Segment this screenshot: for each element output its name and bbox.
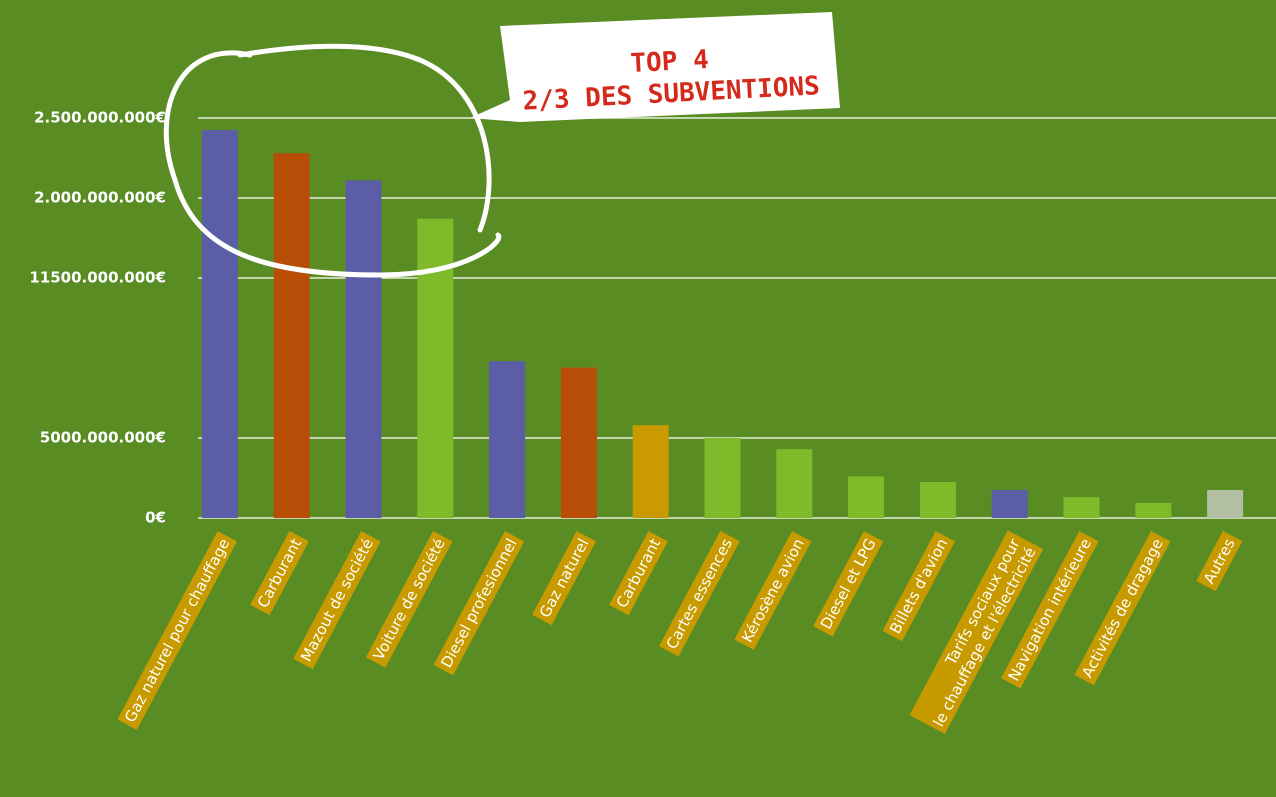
y-tick-label: 0€ bbox=[145, 509, 166, 527]
y-tick-label: 2.500.000.000€ bbox=[34, 109, 166, 127]
label-box bbox=[117, 531, 238, 730]
y-tick-label: 2.000.000.000€ bbox=[34, 189, 166, 207]
bar bbox=[273, 153, 310, 518]
label-box bbox=[909, 530, 1044, 734]
bar bbox=[345, 180, 382, 518]
y-tick-label: 11500.000.000€ bbox=[29, 269, 166, 287]
bar bbox=[1207, 490, 1244, 518]
label-box bbox=[250, 530, 309, 616]
bar bbox=[201, 130, 238, 518]
annotation-line: TOP 4 bbox=[630, 44, 710, 78]
label-box bbox=[1196, 530, 1243, 592]
bar bbox=[489, 361, 526, 518]
label-box bbox=[365, 531, 453, 668]
label-box bbox=[609, 530, 668, 616]
label-box bbox=[1001, 531, 1099, 689]
bar bbox=[919, 482, 956, 518]
bar bbox=[417, 218, 454, 519]
label-box bbox=[734, 531, 812, 650]
bar bbox=[1135, 502, 1172, 518]
label-box bbox=[882, 531, 956, 642]
bar bbox=[560, 367, 597, 518]
highlight-circle bbox=[163, 43, 502, 278]
label-box bbox=[813, 531, 884, 637]
bar bbox=[1063, 497, 1100, 518]
bar bbox=[776, 449, 813, 518]
label-box bbox=[433, 531, 525, 676]
bar bbox=[848, 476, 885, 518]
label-box bbox=[1074, 531, 1171, 686]
label-box bbox=[532, 531, 597, 626]
bar bbox=[991, 490, 1028, 518]
bar bbox=[632, 425, 669, 518]
y-tick-label: 5000.000.000€ bbox=[40, 429, 166, 447]
label-box bbox=[658, 530, 740, 657]
bar bbox=[704, 438, 741, 518]
label-box bbox=[293, 531, 381, 670]
callout-box bbox=[470, 12, 840, 122]
